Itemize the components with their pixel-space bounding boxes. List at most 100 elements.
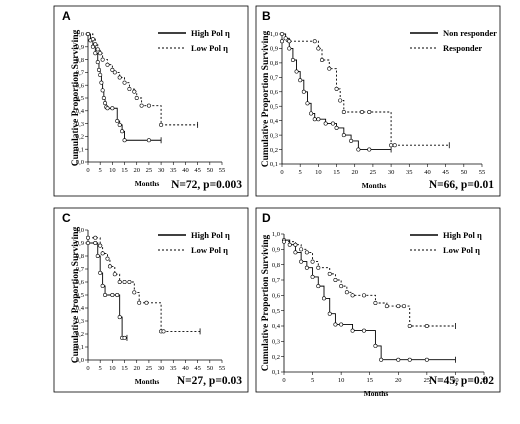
event-point — [327, 66, 332, 71]
event-point — [122, 80, 127, 85]
x-tick-label: 20 — [351, 169, 358, 176]
x-tick-label: 45 — [194, 365, 201, 372]
event-point — [287, 242, 292, 247]
event-point — [304, 265, 309, 270]
event-point — [95, 47, 100, 52]
y-tick-label: 0,4 — [270, 118, 279, 125]
event-point — [301, 89, 306, 94]
y-tick-label: 1,0 — [76, 31, 84, 38]
event-point — [122, 335, 127, 340]
x-tick-label: 10 — [315, 169, 322, 176]
y-tick-label: 1,0 — [76, 227, 84, 234]
y-tick-label: 0,2 — [272, 354, 280, 361]
x-tick-label: 40 — [424, 169, 431, 176]
x-tick-label: 30 — [452, 377, 459, 384]
event-point — [361, 328, 366, 333]
x-tick-label: 55 — [479, 169, 486, 176]
y-tick-label: 0,6 — [272, 293, 281, 300]
event-point — [333, 322, 338, 327]
legend-label: High Pol η — [443, 230, 482, 240]
y-tick-label: 0,4 — [76, 305, 85, 312]
legend-label: Low Pol η — [191, 43, 228, 53]
event-point — [99, 80, 104, 85]
y-tick-label: 0,7 — [272, 277, 281, 284]
event-point — [339, 284, 344, 289]
event-point — [299, 259, 304, 264]
legend-label: High Pol η — [191, 28, 230, 38]
x-tick-label: 25 — [146, 365, 153, 372]
y-tick-label: 0,0 — [76, 159, 84, 166]
x-tick-label: 10 — [109, 167, 116, 174]
event-point — [90, 44, 95, 49]
legend-label: Responder — [443, 43, 482, 53]
x-tick-label: 5 — [311, 377, 314, 384]
y-tick-label: 1,0 — [272, 231, 280, 238]
event-point — [93, 51, 98, 56]
stats-annotation: N=72, p=0.003 — [171, 179, 242, 191]
panel-letter: C — [62, 211, 71, 225]
y-tick-label: 0,6 — [76, 82, 85, 89]
event-point — [312, 117, 317, 122]
survival-curve-solid — [284, 239, 456, 361]
event-point — [316, 46, 321, 51]
event-point — [305, 101, 310, 106]
y-tick-label: 0,7 — [270, 75, 279, 82]
event-point — [338, 98, 343, 103]
y-tick-label: 0,0 — [76, 357, 84, 364]
event-point — [384, 304, 389, 309]
event-point — [281, 239, 286, 244]
panel-frame — [53, 5, 249, 197]
y-tick-label: 0,3 — [76, 318, 84, 325]
panel-frame — [255, 207, 501, 393]
event-point — [330, 121, 335, 126]
event-point — [349, 138, 354, 143]
event-point — [117, 279, 122, 284]
x-tick-label: 50 — [207, 365, 214, 372]
y-axis-label: Cumulative Proportion Surviving — [261, 234, 271, 371]
event-point — [105, 106, 110, 111]
stats-annotation: N=66, p=0.01 — [429, 179, 494, 191]
event-point — [344, 290, 349, 295]
event-point — [120, 129, 125, 134]
event-point — [392, 143, 397, 148]
y-tick-label: 0,8 — [76, 57, 84, 64]
y-tick-label: 0,5 — [76, 95, 84, 102]
x-tick-label: 0 — [282, 377, 285, 384]
x-tick-label: 40 — [182, 167, 189, 174]
event-point — [316, 265, 321, 270]
event-point — [115, 292, 120, 297]
x-tick-label: 25 — [370, 169, 377, 176]
event-point — [100, 88, 105, 93]
event-point — [279, 39, 284, 44]
event-point — [112, 70, 117, 75]
legend-label: High Pol η — [191, 230, 230, 240]
event-point — [100, 251, 105, 256]
event-point — [359, 110, 364, 115]
survival-curve-solid — [88, 242, 127, 339]
panel-a: A 0,0 0,1 0,2 0,3 0,4 0,5 0,6 0,7 0,8 0,9 1,0 0 5 10 15… — [53, 5, 249, 197]
panel-letter: D — [262, 211, 271, 225]
x-tick-label: 25 — [146, 167, 153, 174]
x-axis-label: Months — [135, 377, 160, 386]
event-point — [90, 37, 95, 42]
x-tick-label: 30 — [158, 365, 165, 372]
event-point — [287, 39, 292, 44]
event-point — [424, 323, 429, 328]
x-tick-label: 20 — [395, 377, 402, 384]
panel-c: C 0,0 0,1 0,2 0,3 0,4 0,5 0,6 0,7 0,8 0,9 1,0 0 5 10 15… — [53, 207, 249, 393]
event-point — [321, 296, 326, 301]
event-point — [350, 293, 355, 298]
x-tick-label: 55 — [219, 167, 226, 174]
event-point — [373, 343, 378, 348]
y-tick-label: 0,8 — [272, 262, 280, 269]
event-point — [86, 31, 91, 36]
event-point — [341, 110, 346, 115]
event-point — [334, 125, 339, 130]
event-point — [339, 322, 344, 327]
event-point — [117, 122, 122, 127]
event-point — [122, 279, 127, 284]
panel-d: D 0,1 0,2 0,3 0,4 0,5 0,6 0,7 0,8 0,9 1,0 0 5 10 15 20 2… — [255, 207, 501, 398]
x-axis-label: Months — [364, 389, 389, 398]
event-point — [401, 304, 406, 309]
